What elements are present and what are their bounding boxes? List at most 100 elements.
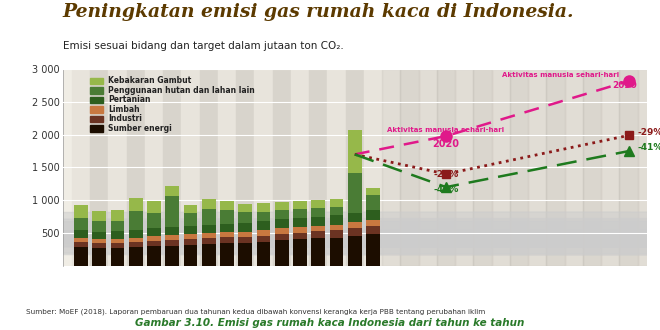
- Text: 2020: 2020: [430, 274, 462, 287]
- Bar: [366, 234, 380, 266]
- Bar: [166, 186, 179, 196]
- Bar: [220, 232, 234, 237]
- Bar: [147, 236, 161, 241]
- Bar: [90, 106, 103, 113]
- Text: 2030: 2030: [612, 274, 645, 287]
- Text: -41%: -41%: [434, 185, 459, 194]
- Text: 2020: 2020: [432, 139, 459, 149]
- Bar: [127, 69, 145, 266]
- Bar: [366, 220, 380, 226]
- Bar: [348, 222, 362, 228]
- Bar: [546, 69, 565, 266]
- Bar: [90, 97, 103, 103]
- Bar: [565, 69, 583, 266]
- Bar: [329, 224, 343, 230]
- Bar: [111, 239, 124, 243]
- Bar: [275, 234, 288, 241]
- Bar: [455, 69, 473, 266]
- Text: -26%: -26%: [434, 170, 459, 179]
- Bar: [147, 246, 161, 266]
- Bar: [183, 234, 197, 239]
- Ellipse shape: [0, 230, 660, 254]
- Bar: [202, 199, 216, 210]
- Bar: [129, 238, 143, 242]
- Text: -41%: -41%: [638, 144, 660, 152]
- Bar: [583, 69, 601, 266]
- Text: Sumber energi: Sumber energi: [108, 124, 172, 133]
- Bar: [366, 226, 380, 234]
- Bar: [202, 210, 216, 224]
- Bar: [129, 230, 143, 238]
- Bar: [166, 235, 179, 240]
- Bar: [238, 232, 252, 237]
- Bar: [183, 245, 197, 266]
- Bar: [111, 248, 124, 266]
- Text: 2030: 2030: [612, 81, 638, 90]
- Text: Limbah: Limbah: [108, 105, 140, 114]
- Bar: [147, 241, 161, 246]
- Bar: [183, 205, 197, 213]
- Bar: [220, 210, 234, 223]
- Bar: [202, 233, 216, 238]
- Bar: [275, 228, 288, 234]
- Text: -29%: -29%: [638, 128, 660, 137]
- Bar: [202, 238, 216, 244]
- Bar: [329, 215, 343, 224]
- Bar: [293, 218, 307, 227]
- Bar: [92, 239, 106, 244]
- Bar: [312, 208, 325, 216]
- Bar: [329, 207, 343, 215]
- Bar: [620, 69, 638, 266]
- Bar: [166, 227, 179, 235]
- Bar: [366, 188, 380, 195]
- Bar: [329, 199, 343, 207]
- Bar: [312, 239, 325, 266]
- Bar: [348, 228, 362, 236]
- Ellipse shape: [0, 212, 660, 244]
- Bar: [257, 236, 271, 242]
- Bar: [147, 228, 161, 236]
- Bar: [346, 69, 364, 266]
- Bar: [257, 221, 271, 230]
- Bar: [111, 221, 124, 231]
- Bar: [366, 211, 380, 220]
- Bar: [293, 233, 307, 240]
- Bar: [293, 201, 307, 209]
- Bar: [510, 69, 528, 266]
- Bar: [382, 69, 401, 266]
- Bar: [238, 212, 252, 223]
- Bar: [90, 87, 103, 94]
- Bar: [90, 78, 103, 84]
- Bar: [183, 239, 197, 245]
- Bar: [528, 69, 546, 266]
- Bar: [183, 226, 197, 234]
- Ellipse shape: [0, 230, 660, 255]
- Bar: [129, 247, 143, 266]
- Bar: [348, 213, 362, 222]
- Bar: [275, 210, 288, 219]
- Bar: [111, 231, 124, 239]
- Bar: [129, 211, 143, 230]
- Bar: [348, 236, 362, 266]
- Bar: [220, 237, 234, 244]
- Bar: [163, 69, 182, 266]
- Bar: [312, 226, 325, 231]
- Bar: [238, 223, 252, 232]
- Bar: [111, 210, 124, 221]
- Bar: [401, 69, 418, 266]
- Bar: [257, 242, 271, 266]
- Bar: [275, 241, 288, 266]
- Text: 2005: 2005: [156, 274, 189, 287]
- Bar: [92, 244, 106, 248]
- Bar: [74, 247, 88, 266]
- Bar: [238, 204, 252, 212]
- Bar: [90, 125, 103, 132]
- Bar: [74, 230, 88, 238]
- Bar: [309, 69, 327, 266]
- Text: 2010: 2010: [248, 274, 280, 287]
- Bar: [92, 221, 106, 232]
- Bar: [72, 69, 90, 266]
- Bar: [236, 69, 254, 266]
- Bar: [92, 211, 106, 221]
- Text: Industri: Industri: [108, 114, 142, 123]
